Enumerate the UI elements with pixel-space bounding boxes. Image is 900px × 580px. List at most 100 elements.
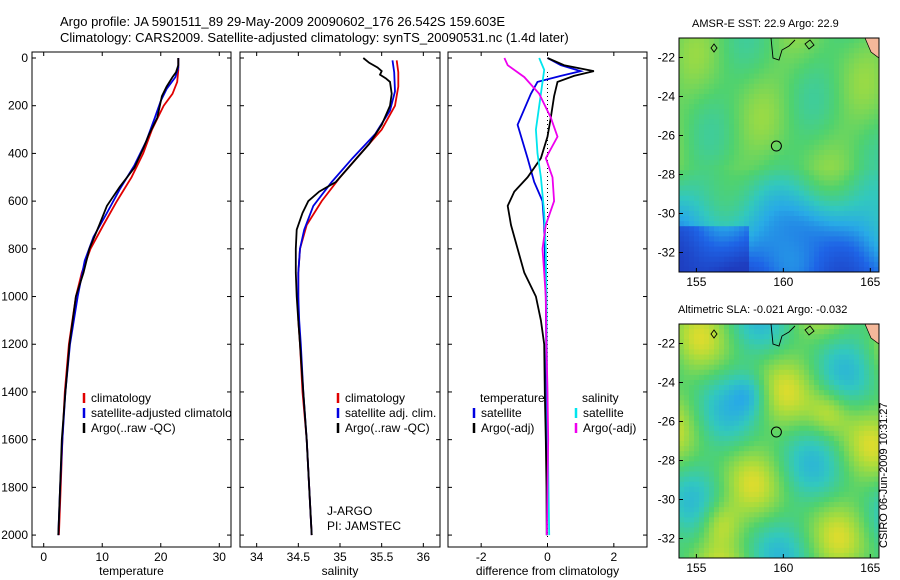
map-cell xyxy=(874,471,880,478)
map-cell xyxy=(859,256,865,263)
map-cell xyxy=(804,124,810,130)
map-cell xyxy=(689,210,695,217)
map-x-tick-label: 160 xyxy=(773,561,793,575)
map-cell xyxy=(804,374,810,381)
map-cell xyxy=(864,547,870,554)
map-cell xyxy=(734,324,740,330)
map-cell xyxy=(834,114,840,120)
map-cell xyxy=(814,43,820,49)
map-cell xyxy=(694,435,700,442)
map-cell xyxy=(749,329,755,335)
map-cell xyxy=(854,354,860,361)
map-cell xyxy=(784,435,790,442)
map-cell xyxy=(829,109,835,115)
map-cell xyxy=(714,53,720,59)
map-cell xyxy=(799,542,805,549)
map-cell xyxy=(704,251,710,258)
map-cell xyxy=(819,261,825,268)
map-cell xyxy=(864,446,870,452)
map-cell xyxy=(859,435,865,442)
map-cell xyxy=(729,552,735,559)
map-cell xyxy=(819,324,825,330)
map-cell xyxy=(759,466,765,472)
map-cell xyxy=(709,129,715,136)
map-cell xyxy=(834,344,840,350)
map-cell xyxy=(824,93,830,100)
map-cell xyxy=(774,256,780,263)
map-cell xyxy=(754,354,760,361)
map-cell xyxy=(759,43,765,49)
map-cell xyxy=(764,486,770,493)
map-cell xyxy=(704,78,710,85)
map-cell xyxy=(689,385,695,391)
map-cell xyxy=(729,385,735,391)
map-cell xyxy=(844,175,850,181)
map-cell xyxy=(689,486,695,493)
map-cell xyxy=(794,359,800,366)
map-cell xyxy=(699,221,705,227)
map-cell xyxy=(854,420,860,427)
map-cell xyxy=(684,165,690,171)
map-cell xyxy=(869,241,875,247)
map-cell xyxy=(719,43,725,49)
map-cell xyxy=(819,435,825,442)
map-cell xyxy=(714,374,720,381)
map-cell xyxy=(699,552,705,559)
map-cell xyxy=(689,155,695,161)
map-cell xyxy=(769,364,775,371)
map-cell xyxy=(699,251,705,258)
map-cell xyxy=(829,552,835,559)
map-cell xyxy=(734,99,740,105)
map-cell xyxy=(864,334,870,340)
map-cell xyxy=(744,251,750,258)
map-cell xyxy=(694,374,700,381)
map-cell xyxy=(764,379,770,386)
map-cell xyxy=(824,379,830,386)
map-cell xyxy=(744,476,750,483)
map-cell xyxy=(784,210,790,217)
map-cell xyxy=(679,532,685,539)
map-cell xyxy=(754,339,760,345)
map-cell xyxy=(804,144,810,151)
map-cell xyxy=(859,542,865,549)
map-cell xyxy=(684,385,690,391)
map-cell xyxy=(774,63,780,69)
map-cell xyxy=(799,180,805,186)
map-cell xyxy=(849,43,855,49)
map-cell xyxy=(729,83,735,90)
map-cell xyxy=(864,395,870,401)
map-cell xyxy=(844,93,850,100)
map-cell xyxy=(754,329,760,335)
map-cell xyxy=(769,78,775,85)
map-cell xyxy=(834,441,840,447)
map-cell xyxy=(679,205,685,212)
map-cell xyxy=(719,344,725,350)
map-cell xyxy=(844,374,850,381)
map-cell xyxy=(794,471,800,478)
map-cell xyxy=(854,491,860,498)
map-cell xyxy=(829,129,835,136)
map-cell xyxy=(829,58,835,64)
map-cell xyxy=(859,379,865,386)
map-cell xyxy=(824,359,830,366)
map-cell xyxy=(704,38,710,44)
map-cell xyxy=(809,441,815,447)
map-cell xyxy=(814,532,820,539)
map-cell xyxy=(839,527,845,533)
map-cell xyxy=(784,334,790,340)
plot-frame-2 xyxy=(239,51,441,548)
map-cell xyxy=(769,68,775,75)
legend-diff-sal-header: salinity xyxy=(582,391,619,405)
map-cell xyxy=(704,532,710,539)
map-cell xyxy=(719,532,725,539)
map-cell xyxy=(779,104,785,110)
map-cell xyxy=(719,385,725,391)
map-cell xyxy=(709,476,715,483)
map-cell xyxy=(794,99,800,105)
map-cell xyxy=(764,256,770,263)
map-cell xyxy=(854,261,860,268)
map-cell xyxy=(849,73,855,80)
map-cell xyxy=(849,144,855,151)
map-cell xyxy=(749,88,755,95)
map-cell xyxy=(784,369,790,376)
